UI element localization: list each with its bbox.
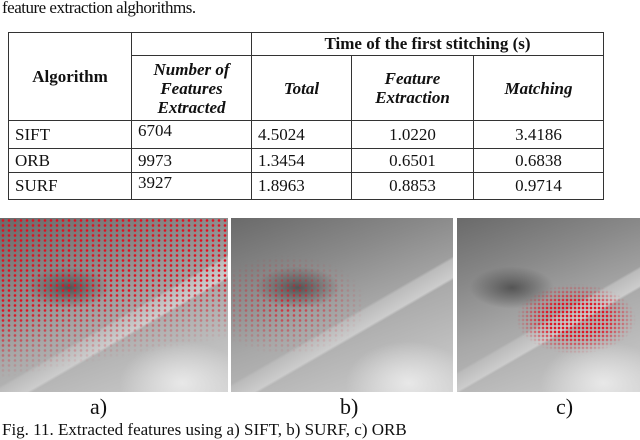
table-row: SURF 3927 1.8963 0.8853 0.9714 [8, 172, 604, 200]
header-blank [131, 32, 252, 56]
table-row: SIFT 6704 4.5024 1.0220 3.4186 [8, 120, 604, 149]
cell: 1.0220 [351, 120, 474, 149]
panel-label-b: b) [340, 394, 359, 419]
header-feature-extraction: Feature Extraction [351, 55, 474, 121]
cell: 0.8853 [351, 172, 474, 200]
header-matching: Matching [473, 55, 604, 121]
cell: 1.3454 [251, 148, 352, 173]
cell: 0.9714 [473, 172, 604, 200]
sift-features-image [0, 218, 228, 392]
cell: 6704 [131, 120, 252, 149]
cell: 1.8963 [251, 172, 352, 200]
cell: ORB [8, 148, 132, 173]
intro-text: feature extraction alghorithms. [2, 0, 196, 17]
header-features: Number of Features Extracted [131, 55, 252, 121]
header-algorithm: Algorithm [8, 32, 132, 121]
header-group-time: Time of the first stitching (s) [251, 32, 604, 56]
panel-label-c: c) [556, 394, 574, 419]
cell: 4.5024 [251, 120, 352, 149]
cell: SIFT [8, 120, 132, 149]
table-row: ORB 9973 1.3454 0.6501 0.6838 [8, 148, 604, 173]
figure-caption: Fig. 11. Extracted features using a) SIF… [2, 420, 407, 439]
surf-features-image [231, 218, 453, 392]
cell: 3.4186 [473, 120, 604, 149]
cell: 0.6838 [473, 148, 604, 173]
panel-label-a: a) [90, 394, 108, 419]
cell: SURF [8, 172, 132, 200]
header-total: Total [251, 55, 352, 121]
results-table: Algorithm Time of the first stitching (s… [8, 32, 604, 200]
orb-features-image [457, 218, 640, 392]
cell: 0.6501 [351, 148, 474, 173]
cell: 9973 [131, 148, 252, 173]
cell: 3927 [131, 172, 252, 200]
